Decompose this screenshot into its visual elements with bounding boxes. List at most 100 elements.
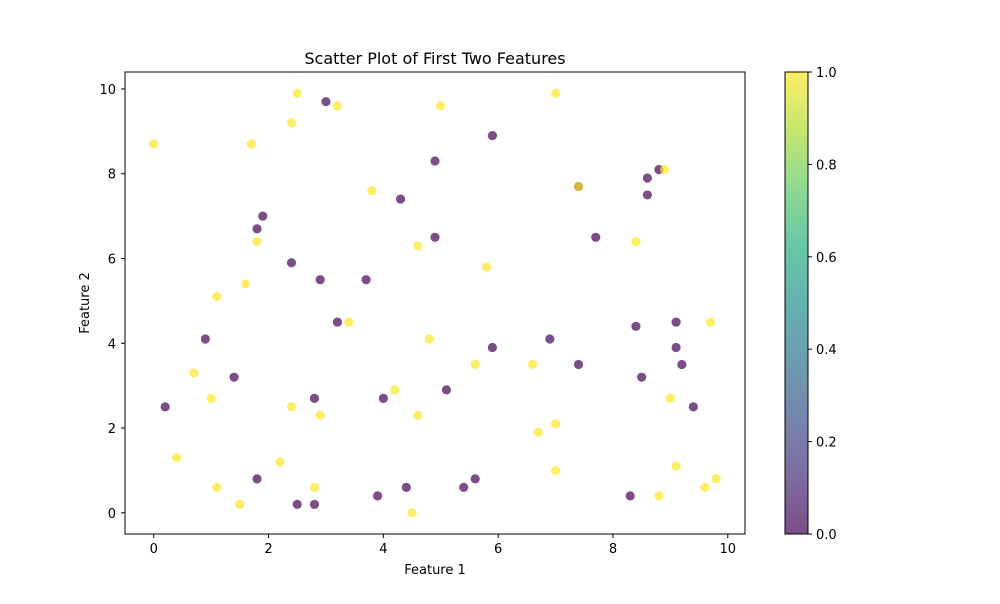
scatter-point [332, 101, 343, 111]
colorbar-ticks: 0.0 0.2 0.4 0.6 0.8 1.0 [808, 66, 837, 543]
x-tick-label: 6 [494, 542, 502, 557]
x-axis-ticks: 0 2 4 6 8 10 [150, 534, 736, 557]
scatter-point [212, 482, 222, 492]
scatter-point [200, 334, 210, 344]
scatter-point [235, 499, 245, 509]
x-tick-label: 2 [264, 542, 272, 557]
colorbar-tick-label: 1.0 [816, 66, 837, 81]
scatter-point [258, 211, 268, 221]
scatter-point [292, 499, 302, 509]
scatter-point [470, 359, 480, 370]
points-layer [149, 88, 721, 518]
scatter-point [430, 232, 440, 242]
scatter-point [160, 402, 170, 412]
scatter-point [315, 410, 325, 420]
scatter-point [286, 118, 297, 128]
scatter-point [424, 334, 434, 344]
scatter-point [550, 419, 561, 429]
colorbar-tick-label: 0.2 [816, 436, 837, 451]
y-tick-label: 2 [108, 422, 116, 437]
scatter-point [189, 368, 199, 378]
scatter-point [677, 359, 687, 370]
scatter-point [705, 317, 716, 327]
scatter-point [637, 372, 647, 382]
scatter-point [378, 393, 388, 403]
scatter-point [550, 88, 561, 98]
scatter-point [367, 186, 377, 196]
scatter-point [172, 453, 182, 463]
scatter-point [671, 317, 681, 327]
scatter-point [149, 139, 159, 149]
scatter-point [309, 482, 320, 492]
scatter-point [309, 499, 320, 509]
x-axis-label: Feature 1 [404, 563, 466, 578]
scatter-point [642, 190, 653, 200]
scatter-point [286, 402, 297, 412]
y-tick-label: 4 [108, 337, 116, 352]
scatter-point [631, 321, 641, 331]
x-tick-label: 4 [379, 542, 387, 557]
scatter-point [321, 97, 331, 107]
scatter-point [527, 359, 538, 370]
colorbar-tick-label: 0.6 [816, 251, 837, 266]
scatter-point [229, 372, 239, 382]
scatter-point [252, 474, 262, 484]
y-tick-label: 0 [108, 507, 116, 522]
scatter-point [292, 88, 302, 98]
colorbar-frame [784, 71, 809, 535]
scatter-point [671, 342, 681, 353]
colorbar: 0.0 0.2 0.4 0.6 0.8 1.0 [784, 66, 837, 543]
scatter-point [660, 164, 670, 175]
scatter-point [315, 275, 325, 285]
scatter-point [413, 410, 423, 420]
scatter-point [206, 393, 216, 403]
scatter-point [470, 474, 480, 484]
colorbar-tick-label: 0.8 [816, 158, 837, 173]
scatter-point [631, 236, 641, 247]
x-tick-label: 8 [609, 542, 617, 557]
scatter-point [487, 130, 498, 141]
scatter-point [591, 232, 601, 242]
scatter-point [395, 194, 406, 204]
scatter-point [309, 393, 320, 403]
scatter-point [246, 139, 256, 149]
scatter-point [212, 292, 222, 302]
y-tick-label: 6 [108, 252, 116, 267]
colorbar-tick-label: 0.4 [816, 343, 837, 358]
y-axis-ticks: 0 2 4 6 8 10 [99, 83, 125, 522]
scatter-point [459, 482, 469, 492]
colorbar-gradient [785, 72, 808, 534]
scatter-point [654, 491, 664, 501]
chart-title: Scatter Plot of First Two Features [304, 49, 565, 68]
scatter-point [240, 279, 251, 289]
scatter-point [430, 156, 440, 166]
y-axis-label: Feature 2 [78, 272, 93, 334]
scatter-point [545, 334, 555, 344]
scatter-point [344, 317, 354, 327]
scatter-point [671, 461, 681, 471]
scatter-point [286, 258, 297, 268]
scatter-point [533, 427, 543, 437]
scatter-point [361, 275, 371, 285]
scatter-point [252, 224, 262, 234]
scatter-point [407, 508, 417, 518]
scatter-point [252, 236, 262, 247]
scatter-point [332, 317, 343, 327]
plot-area-frame [124, 71, 746, 535]
scatter-point [436, 101, 446, 111]
scatter-point [390, 385, 400, 395]
scatter-point [573, 181, 584, 192]
y-tick-label: 8 [108, 168, 116, 183]
x-tick-label: 10 [720, 542, 737, 557]
x-tick-label: 0 [150, 542, 158, 557]
scatter-point [482, 262, 492, 272]
scatter-point [642, 173, 653, 183]
y-tick-label: 10 [99, 83, 116, 98]
scatter-point [711, 474, 721, 484]
scatter-point [372, 491, 383, 501]
scatter-point [700, 482, 710, 492]
scatter-point [401, 482, 411, 492]
scatter-point [550, 465, 561, 476]
scatter-point [573, 359, 584, 370]
